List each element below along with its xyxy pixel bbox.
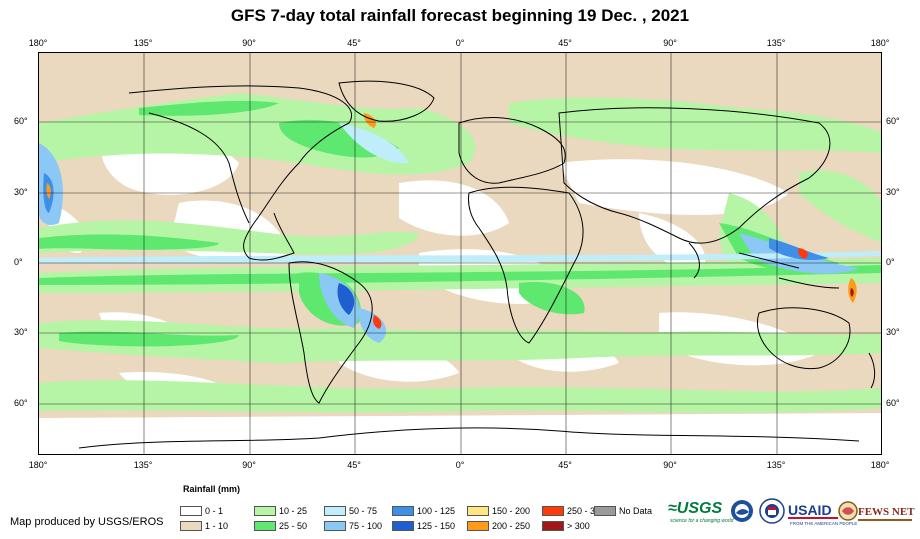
legend-swatch xyxy=(392,521,414,531)
lon-label-top: 90° xyxy=(663,38,677,48)
logos: ≈USGS science for a changing world USAID… xyxy=(666,494,916,530)
legend-item: 25 - 50 xyxy=(254,520,307,532)
lon-label-bottom: 45° xyxy=(558,460,572,470)
rain-heavy xyxy=(43,113,857,329)
fews-net-logo: FEWS NET xyxy=(838,501,915,521)
legend-label: 150 - 200 xyxy=(492,506,531,516)
lon-label-top: 0° xyxy=(455,38,465,48)
lon-label-bottom: 180° xyxy=(870,460,890,470)
legend-swatch xyxy=(254,521,276,531)
lat-label-left: 60° xyxy=(14,398,28,408)
legend-label: 50 - 75 xyxy=(349,506,378,516)
lon-label-top: 45° xyxy=(347,38,361,48)
legend-swatch xyxy=(180,521,202,531)
lon-label-bottom: 90° xyxy=(663,460,677,470)
lon-label-bottom: 90° xyxy=(242,460,256,470)
usgs-logo-text: ≈USGS xyxy=(668,500,722,517)
legend-item: 75 - 100 xyxy=(324,520,382,532)
legend-item: 200 - 250 xyxy=(467,520,530,532)
lat-label-left: 30° xyxy=(14,327,28,337)
lon-label-top: 180° xyxy=(870,38,890,48)
legend-label: 250 - 300 xyxy=(567,506,606,516)
legend-swatch xyxy=(324,521,346,531)
lat-label-right: 60° xyxy=(886,398,900,408)
lon-label-top: 180° xyxy=(28,38,48,48)
legend-label: 100 - 125 xyxy=(417,506,456,516)
usgs-logo: ≈USGS science for a changing world xyxy=(668,500,734,524)
usaid-logo: USAID FROM THE AMERICAN PEOPLE xyxy=(788,502,857,526)
legend-title: Rainfall (mm) xyxy=(183,484,241,494)
lat-label-right: 30° xyxy=(886,187,900,197)
lon-label-top: 135° xyxy=(766,38,786,48)
lon-label-bottom: 45° xyxy=(347,460,361,470)
legend-swatch xyxy=(542,521,564,531)
lat-label-right: 30° xyxy=(886,327,900,337)
legend-item: 100 - 125 xyxy=(392,505,455,517)
legend-item: 10 - 25 xyxy=(254,505,307,517)
lat-label-left: 60° xyxy=(14,116,28,126)
lon-label-bottom: 0° xyxy=(455,460,465,470)
legend-label: 125 - 150 xyxy=(417,521,456,531)
legend-swatch xyxy=(542,506,564,516)
rainfall-map-svg xyxy=(39,53,881,454)
fews-net-logo-text: FEWS NET xyxy=(858,506,915,518)
legend-swatch xyxy=(180,506,202,516)
lon-label-top: 90° xyxy=(242,38,256,48)
lat-label-left: 0° xyxy=(14,257,23,267)
lat-label-left: 30° xyxy=(14,187,28,197)
dhs-seal-icon xyxy=(759,498,785,524)
lat-label-right: 0° xyxy=(886,257,895,267)
legend-label: 10 - 25 xyxy=(279,506,308,516)
legend-label: 75 - 100 xyxy=(349,521,383,531)
rainfall-map xyxy=(38,52,882,455)
usaid-logo-text: USAID xyxy=(788,502,832,518)
legend-swatch xyxy=(254,506,276,516)
legend-label: 0 - 1 xyxy=(205,506,224,516)
legend-item: > 300 xyxy=(542,520,590,532)
legend-item: 1 - 10 xyxy=(180,520,228,532)
legend-item: 150 - 200 xyxy=(467,505,530,517)
legend-swatch xyxy=(594,506,616,516)
legend-swatch xyxy=(467,521,489,531)
legend-label: > 300 xyxy=(567,521,590,531)
lon-label-top: 135° xyxy=(133,38,153,48)
legend-label: 200 - 250 xyxy=(492,521,531,531)
legend: Rainfall (mm) 0 - 1 1 - 10 10 - 25 25 - … xyxy=(180,484,660,534)
logos-svg: ≈USGS science for a changing world USAID… xyxy=(668,498,915,526)
coastlines xyxy=(78,80,876,449)
legend-swatch xyxy=(324,506,346,516)
legend-item: 125 - 150 xyxy=(392,520,455,532)
legend-item: 50 - 75 xyxy=(324,505,377,517)
legend-item: 0 - 1 xyxy=(180,505,223,517)
map-title: GFS 7-day total rainfall forecast beginn… xyxy=(230,6,690,25)
legend-swatch xyxy=(392,506,414,516)
legend-item: 250 - 300 xyxy=(542,505,605,517)
legend-label: 1 - 10 xyxy=(205,521,229,531)
lon-label-bottom: 135° xyxy=(133,460,153,470)
legend-label: No Data xyxy=(619,506,653,516)
legend-label: 25 - 50 xyxy=(279,521,308,531)
credit-text: Map produced by USGS/EROS xyxy=(10,516,164,528)
usgs-tagline: science for a changing world xyxy=(670,518,734,524)
lon-label-bottom: 180° xyxy=(28,460,48,470)
lat-label-right: 60° xyxy=(886,116,900,126)
legend-swatch xyxy=(467,506,489,516)
lon-label-bottom: 135° xyxy=(766,460,786,470)
legend-item: No Data xyxy=(594,505,652,517)
usaid-tagline: FROM THE AMERICAN PEOPLE xyxy=(790,521,857,526)
noaa-logo xyxy=(731,500,753,522)
lon-label-top: 45° xyxy=(558,38,572,48)
graticule xyxy=(39,53,881,454)
